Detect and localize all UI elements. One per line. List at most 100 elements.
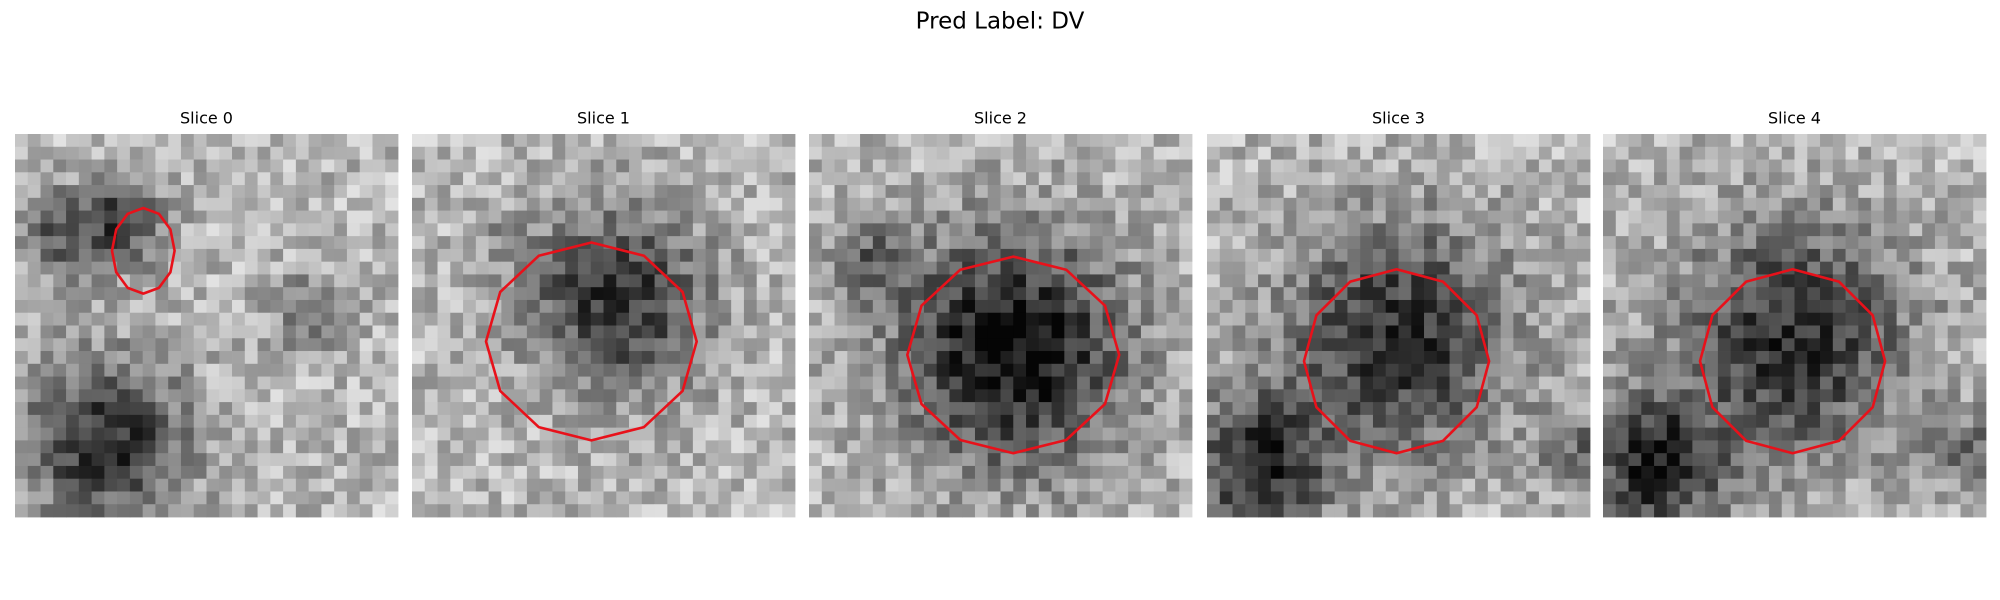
image-pixel (206, 338, 220, 352)
image-pixel (53, 414, 67, 429)
image-pixel (949, 248, 963, 263)
image-pixel (641, 172, 655, 186)
image-pixel (1309, 427, 1323, 441)
image-pixel (809, 261, 823, 275)
image-pixel (1794, 376, 1808, 390)
image-pixel (1321, 236, 1336, 250)
image-pixel (412, 312, 426, 326)
image-pixel (1500, 274, 1514, 288)
image-pixel (219, 478, 233, 492)
image-pixel (847, 453, 861, 467)
image-pixel (987, 261, 1001, 275)
panel-title: Slice 1 (577, 109, 630, 128)
image-pixel (1538, 134, 1553, 148)
image-pixel (552, 185, 566, 199)
image-pixel (1436, 248, 1450, 263)
image-pixel (1615, 453, 1629, 467)
image-pixel (334, 172, 348, 186)
image-pixel (1756, 402, 1770, 416)
image-pixel (117, 351, 131, 365)
image-pixel (1462, 134, 1476, 148)
image-pixel (1219, 287, 1233, 301)
image-pixel (180, 504, 195, 518)
image-pixel (1577, 299, 1591, 314)
image-pixel (321, 402, 335, 416)
image-pixel (1115, 210, 1129, 224)
image-pixel (936, 414, 950, 429)
image-pixel (1424, 236, 1438, 250)
image-pixel (1871, 414, 1885, 429)
image-pixel (27, 478, 41, 492)
image-pixel (1564, 223, 1578, 237)
image-pixel (385, 223, 399, 237)
image-pixel (1334, 351, 1348, 365)
image-pixel (1883, 312, 1898, 326)
image-pixel (168, 312, 182, 326)
image-pixel (1705, 274, 1719, 288)
image-pixel (1207, 414, 1221, 429)
image-pixel (1666, 299, 1680, 314)
image-pixel (450, 338, 464, 352)
image-pixel (834, 236, 848, 250)
image-pixel (78, 274, 92, 288)
image-pixel (692, 146, 707, 160)
image-pixel (1922, 414, 1936, 429)
image-pixel (1207, 248, 1221, 263)
image-pixel (244, 491, 258, 505)
image-pixel (1934, 414, 1949, 429)
image-pixel (1717, 491, 1732, 505)
image-pixel (1102, 185, 1116, 199)
image-pixel (667, 504, 681, 518)
image-pixel (1128, 402, 1142, 416)
image-pixel (987, 248, 1001, 263)
image-pixel (1947, 287, 1961, 301)
image-pixel (232, 504, 246, 518)
image-pixel (1871, 261, 1885, 275)
image-pixel (27, 248, 41, 263)
image-pixel (1845, 185, 1859, 199)
image-pixel (1603, 478, 1617, 492)
image-pixel (15, 287, 29, 301)
image-pixel (1102, 287, 1116, 301)
image-pixel (1475, 146, 1489, 160)
image-pixel (565, 261, 579, 275)
image-pixel (1436, 351, 1450, 365)
image-pixel (1411, 185, 1425, 199)
image-pixel (590, 325, 604, 339)
image-pixel (27, 465, 41, 480)
image-pixel (1538, 146, 1553, 160)
image-pixel (385, 185, 399, 199)
image-pixel (1845, 210, 1859, 224)
image-pixel (1960, 287, 1974, 301)
image-pixel (104, 389, 118, 403)
image-pixel (962, 453, 976, 467)
image-pixel (1436, 197, 1450, 211)
image-pixel (577, 312, 592, 326)
image-pixel (1321, 465, 1336, 480)
image-pixel (705, 465, 719, 480)
image-pixel (104, 453, 118, 467)
image-pixel (244, 248, 258, 263)
image-pixel (117, 376, 131, 390)
image-pixel (680, 274, 694, 288)
image-pixel (1089, 478, 1104, 492)
image-pixel (1449, 146, 1463, 160)
image-pixel (577, 363, 592, 377)
image-pixel (860, 491, 874, 505)
image-pixel (680, 236, 694, 250)
image-pixel (565, 440, 579, 454)
image-pixel (847, 248, 861, 263)
image-pixel (346, 261, 361, 275)
image-pixel (168, 491, 182, 505)
image-pixel (847, 504, 861, 518)
image-pixel (860, 134, 874, 148)
image-pixel (1705, 414, 1719, 429)
image-pixel (923, 261, 938, 275)
image-pixel (91, 248, 105, 263)
image-pixel (232, 223, 246, 237)
image-pixel (962, 223, 976, 237)
image-pixel (769, 491, 783, 505)
image-pixel (769, 389, 783, 403)
image-pixel (552, 504, 566, 518)
image-pixel (1500, 236, 1514, 250)
